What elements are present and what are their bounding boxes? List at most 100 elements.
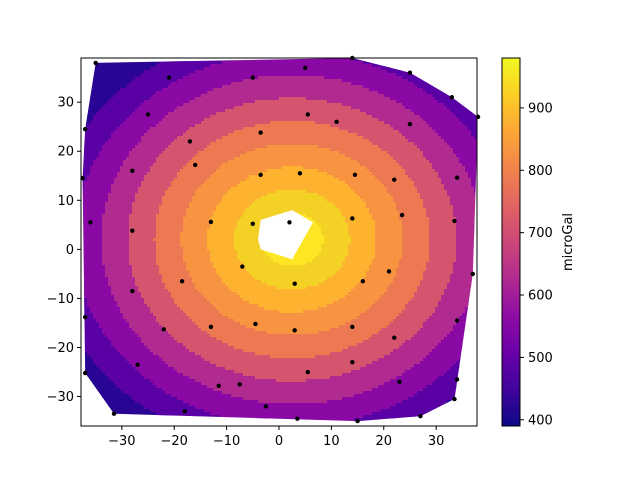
contour-cell (198, 118, 202, 122)
contour-cell (87, 301, 91, 305)
contour-cell (123, 253, 127, 257)
contour-cell (96, 328, 100, 332)
contour-cell (87, 136, 91, 140)
contour-cell (186, 280, 190, 284)
contour-cell (138, 70, 142, 74)
contour-cell (156, 370, 160, 374)
contour-cell (156, 172, 160, 176)
contour-cell (93, 103, 97, 107)
contour-cell (183, 193, 187, 197)
contour-cell (82, 73, 85, 77)
contour-cell (165, 307, 169, 311)
contour-cell (156, 91, 160, 95)
contour-cell (108, 157, 112, 161)
contour-cell (141, 298, 145, 302)
contour-cell (141, 247, 145, 251)
contour-cell (87, 163, 91, 167)
contour-cell (153, 337, 157, 341)
contour-cell (192, 253, 196, 257)
contour-cell (108, 412, 112, 416)
contour-cell (108, 145, 112, 149)
contour-cell (159, 367, 163, 371)
contour-cell (117, 61, 121, 65)
contour-cell (171, 187, 175, 191)
contour-cell (153, 124, 157, 128)
contour-cell (180, 238, 184, 242)
contour-cell (84, 409, 88, 413)
contour-cell (108, 178, 112, 182)
contour-cell (150, 349, 154, 353)
contour-cell (201, 229, 205, 233)
contour-cell (108, 250, 112, 254)
contour-cell (198, 337, 202, 341)
contour-cell (186, 304, 190, 308)
contour-cell (99, 100, 103, 104)
contour-cell (153, 196, 157, 200)
contour-cell (156, 292, 160, 296)
contour-cell (114, 316, 118, 320)
contour-cell (201, 280, 205, 284)
contour-cell (189, 352, 193, 356)
contour-cell (111, 304, 115, 308)
contour-cell (90, 376, 94, 380)
contour-cell (153, 403, 157, 407)
contour-cell (177, 385, 181, 389)
contour-cell (144, 193, 148, 197)
contour-cell (87, 79, 91, 83)
contour-cell (183, 121, 187, 125)
contour-cell (132, 259, 136, 263)
contour-cell (168, 325, 172, 329)
contour-cell (165, 310, 169, 314)
contour-cell (189, 280, 193, 284)
contour-cell (186, 67, 190, 71)
contour-cell (180, 133, 184, 137)
contour-cell (102, 346, 106, 350)
contour-cell (195, 313, 199, 317)
contour-cell (117, 124, 121, 128)
contour-cell (141, 277, 145, 281)
contour-cell (129, 385, 133, 389)
contour-cell (108, 100, 112, 104)
contour-cell (84, 184, 88, 188)
contour-cell (183, 133, 187, 137)
contour-cell (90, 205, 94, 209)
contour-cell (186, 88, 190, 92)
contour-cell (144, 88, 148, 92)
contour-cell (120, 265, 124, 269)
contour-cell (120, 226, 124, 230)
contour-cell (117, 241, 121, 245)
contour-cell (186, 283, 190, 287)
contour-cell (111, 127, 115, 131)
contour-cell (192, 217, 196, 221)
contour-cell (168, 349, 172, 353)
contour-cell (138, 91, 142, 95)
contour-cell (171, 346, 175, 350)
contour-cell (111, 88, 115, 92)
contour-cell (177, 208, 181, 212)
contour-cell (171, 403, 175, 407)
contour-cell (114, 109, 118, 113)
contour-cell (114, 202, 118, 206)
contour-cell (108, 295, 112, 299)
contour-cell (90, 97, 94, 101)
contour-cell (93, 142, 97, 146)
contour-cell (159, 259, 163, 263)
contour-cell (96, 205, 100, 209)
contour-cell (147, 70, 151, 74)
contour-cell (150, 193, 154, 197)
contour-cell (105, 250, 109, 254)
contour-cell (114, 298, 118, 302)
contour-cell (156, 202, 160, 206)
contour-cell (180, 409, 184, 413)
contour-cell (117, 289, 121, 293)
contour-cell (171, 157, 175, 161)
contour-cell (153, 133, 157, 137)
contour-cell (84, 85, 88, 89)
contour-cell (96, 94, 100, 98)
contour-cell (111, 364, 115, 368)
contour-cell (123, 265, 127, 269)
contour-cell (84, 250, 88, 254)
contour-cell (198, 328, 202, 332)
contour-cell (165, 286, 169, 290)
contour-cell (117, 400, 121, 404)
